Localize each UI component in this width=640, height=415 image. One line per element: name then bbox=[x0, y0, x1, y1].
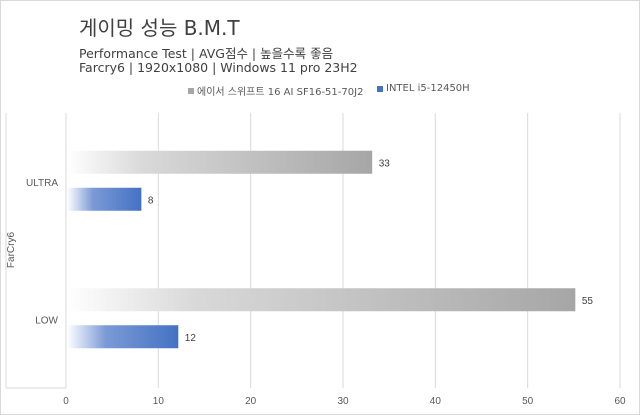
legend-item-acer: 에이서 스위프트 16 AI SF16-51-70J2 bbox=[188, 83, 363, 98]
bar-intel-ultra bbox=[67, 187, 141, 211]
x-tick-label: 60 bbox=[614, 396, 626, 407]
category-label: ULTRA bbox=[26, 178, 58, 189]
bar-acer-low bbox=[67, 288, 575, 312]
chart-title: 게이밍 성능 B.M.T bbox=[79, 16, 240, 40]
data-label: 55 bbox=[582, 296, 594, 307]
data-label: 8 bbox=[148, 195, 154, 206]
x-tick-label: 40 bbox=[430, 396, 442, 407]
bar-intel-low bbox=[67, 325, 178, 349]
legend-label: 에이서 스위프트 16 AI SF16-51-70J2 bbox=[197, 87, 364, 98]
data-label: 33 bbox=[379, 158, 391, 169]
chart-subtitle-2: Farcry6 | 1920x1080 | Windows 11 pro 23H… bbox=[79, 60, 358, 75]
legend-item-intel: INTEL i5-12450H bbox=[377, 83, 470, 94]
x-tick-label: 30 bbox=[337, 396, 349, 407]
x-tick-label: 0 bbox=[63, 396, 69, 407]
legend-label: INTEL i5-12450H bbox=[386, 83, 470, 94]
legend-swatch-gray bbox=[188, 87, 194, 94]
data-label: 12 bbox=[185, 333, 197, 344]
bar-acer-ultra bbox=[67, 150, 372, 174]
x-tick-label: 10 bbox=[153, 396, 165, 407]
category-label: LOW bbox=[35, 315, 58, 326]
x-tick-label: 50 bbox=[522, 396, 534, 407]
chart-subtitle-1: Performance Test | AVG점수 | 높을수록 좋음 bbox=[79, 46, 334, 61]
group-label: FarCry6 bbox=[6, 232, 17, 269]
x-tick-label: 20 bbox=[245, 396, 257, 407]
legend-swatch-blue bbox=[377, 85, 383, 92]
